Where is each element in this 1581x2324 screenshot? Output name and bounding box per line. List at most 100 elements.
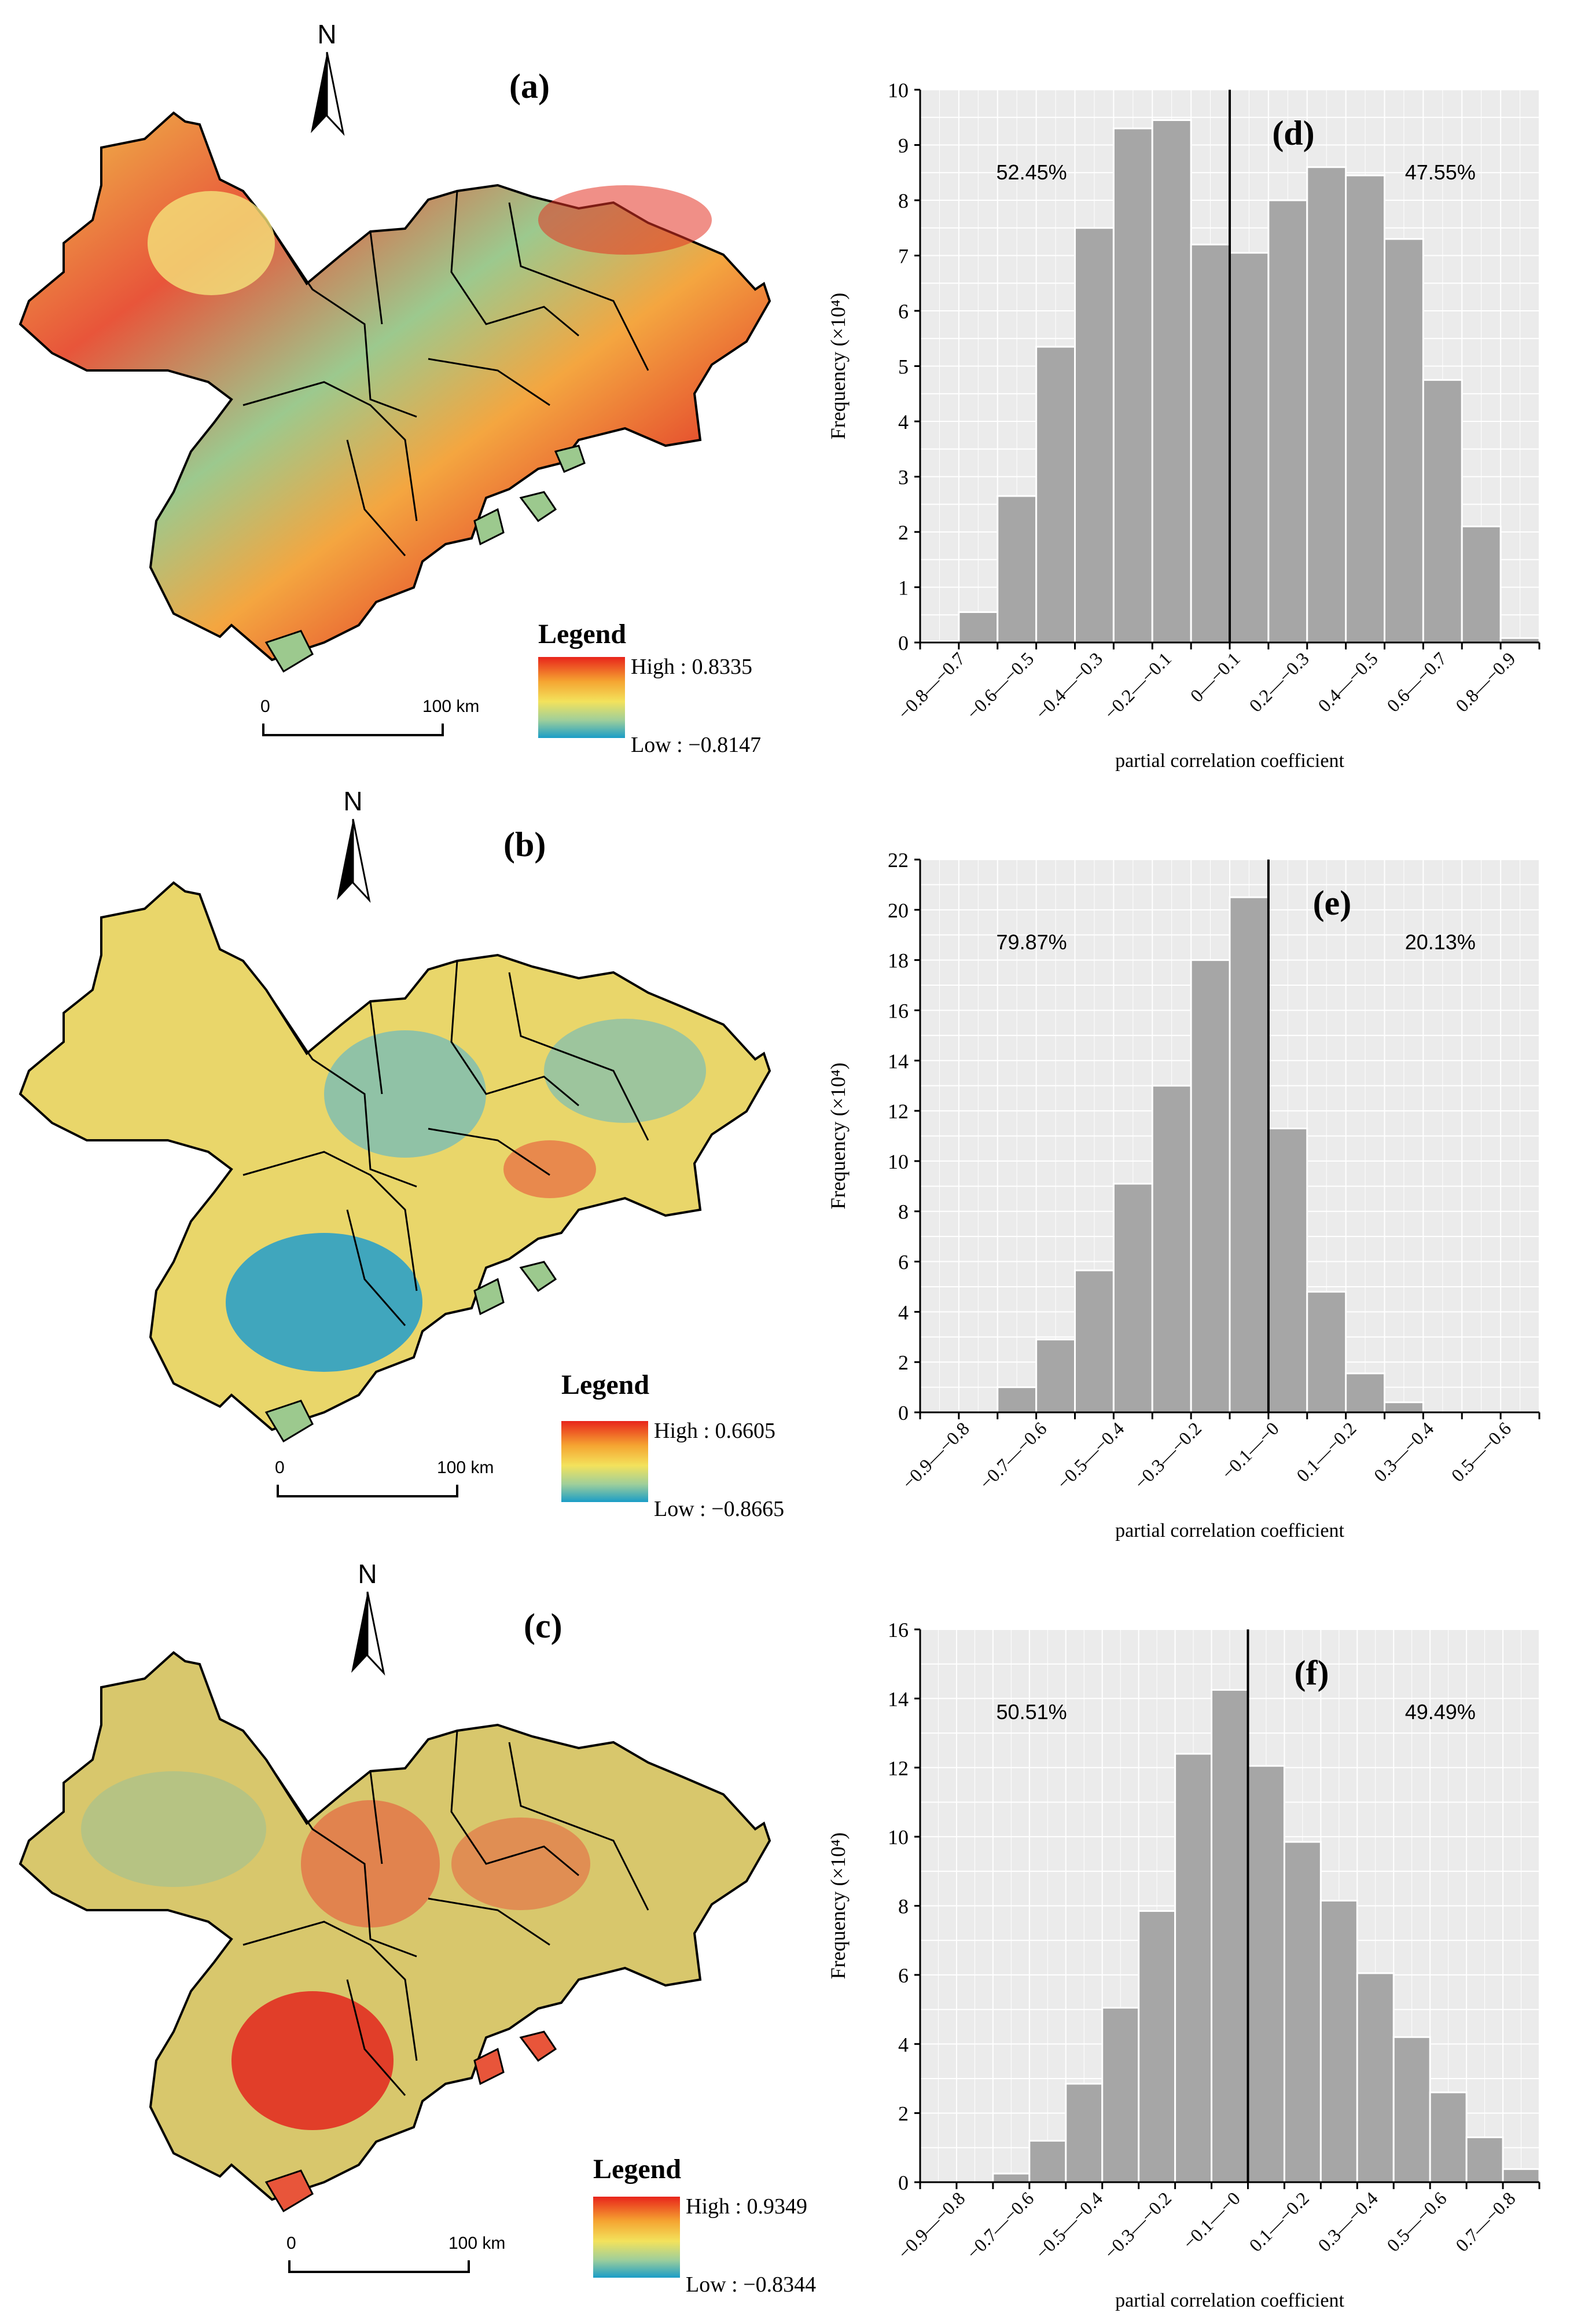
y-tick-label: 5	[898, 355, 909, 379]
map-c-hotspot	[451, 1818, 590, 1910]
histogram-bar	[958, 611, 999, 644]
scale-distance-label: 100 km	[448, 2234, 505, 2253]
map-b-coldspot	[324, 1030, 486, 1158]
histogram-bar	[1035, 346, 1076, 644]
y-tick-label: 6	[898, 1251, 909, 1274]
x-tick-label: 0.5—−0.6	[1383, 2187, 1450, 2255]
histogram-bar	[1345, 174, 1385, 644]
legend-title: Legend	[593, 2154, 682, 2185]
map-c-landmass	[19, 1651, 771, 2201]
right-percent-label: 20.13%	[1405, 930, 1476, 954]
histogram-bar	[1190, 959, 1231, 1414]
map-c-district-borders	[242, 1730, 649, 2096]
north-label: N	[358, 1559, 377, 1589]
y-tick-label: 2	[898, 521, 909, 544]
panel-label-b: (b)	[503, 825, 546, 864]
y-tick-label: 10	[888, 79, 909, 102]
x-tick-label: 0.4—−0.5	[1314, 648, 1381, 715]
north-arrow-icon: N	[304, 17, 350, 141]
x-tick-label: −0.1—−0	[1218, 1418, 1283, 1483]
x-tick-label: −0.7—−0.6	[962, 2187, 1038, 2263]
y-tick-label: 0	[898, 2171, 909, 2194]
x-tick-label: 0.3—−0.4	[1370, 1418, 1437, 1485]
histogram-bar	[1174, 1753, 1213, 2183]
y-tick-label: 22	[888, 849, 909, 872]
map-c-islands	[264, 2031, 557, 2213]
histogram-bar	[1356, 1972, 1395, 2183]
y-tick-label: 7	[898, 245, 909, 268]
map-a-hotspot	[538, 185, 712, 255]
map-c-hotspot	[231, 1991, 394, 2130]
histogram-bar	[992, 2172, 1031, 2183]
left-percent-label: 79.87%	[997, 930, 1067, 954]
histogram-bar	[1074, 227, 1115, 644]
x-tick-label: −0.3—−0.2	[1100, 2187, 1175, 2263]
y-tick-label: 0	[898, 632, 909, 655]
map-b-hotspot	[503, 1140, 596, 1198]
histogram-d: 0 1 2 3 4 5 6 7 8 9 10 −0.8—−0.7−0.6—−0.5−0.4—−0.3−…	[826, 79, 1540, 772]
map-a-hotspot	[148, 191, 275, 295]
legend-title: Legend	[538, 619, 627, 649]
map-panel-b: (b) N Legend High : 0.6605 Low : −0.8665…	[0, 770, 833, 1540]
histogram-bar	[1306, 166, 1347, 644]
histogram-bar	[1151, 1085, 1192, 1414]
scale-distance-label: 100 km	[422, 697, 479, 716]
x-tick-label: −0.4—−0.3	[1031, 648, 1106, 723]
y-tick-label: 6	[898, 300, 909, 323]
map-b-coldspot	[226, 1233, 422, 1372]
y-axis-title: Frequency (×10⁴)	[826, 1833, 850, 1980]
histogram-bar	[997, 1386, 1038, 1414]
map-b-district-borders	[242, 960, 649, 1326]
histogram-bar	[1035, 1338, 1076, 1414]
panel-label: (d)	[1272, 114, 1314, 152]
map-c-region	[19, 1651, 771, 2213]
histogram-f: 0 2 4 6 8 10 12 14 16 −0.9—−0.8−0.7—−0.6−0.5—−0.4…	[826, 1618, 1540, 2311]
scale-bar: 0 100 km	[286, 2234, 505, 2273]
x-tick-label: −0.7—−0.6	[975, 1418, 1050, 1493]
x-tick-label: 0.6—−0.7	[1383, 648, 1450, 715]
legend-high-label: High : 0.6605	[654, 1419, 776, 1443]
y-axis-title: Frequency (×10⁴)	[826, 293, 850, 440]
scale-bar: 0 100 km	[260, 697, 479, 736]
y-tick-label: 8	[898, 1200, 909, 1224]
scale-bar: 0 100 km	[275, 1458, 494, 1497]
y-tick-label: 10	[888, 1150, 909, 1173]
histogram-bar	[1138, 1910, 1176, 2183]
histogram-bar	[1283, 1841, 1322, 2183]
map-a-islands	[264, 445, 586, 673]
histogram-bar	[1112, 1183, 1153, 1414]
legend-high-label: High : 0.8335	[631, 655, 753, 679]
histogram-bar	[1319, 1900, 1358, 2183]
histogram-bar	[1065, 2083, 1104, 2183]
legend-color-ramp	[561, 1421, 648, 1502]
y-tick-label: 14	[888, 1687, 909, 1710]
histogram-bar	[1074, 1269, 1115, 1414]
y-tick-label: 4	[898, 2033, 909, 2056]
y-tick-label: 20	[888, 899, 909, 922]
legend-color-ramp	[538, 657, 625, 738]
histogram-bar	[997, 495, 1038, 644]
panel-label-c: (c)	[524, 1607, 562, 1645]
x-tick-label: 0.5—−0.6	[1447, 1418, 1515, 1485]
x-tick-label: −0.9—−0.8	[898, 1418, 973, 1493]
x-tick-label: −0.2—−0.1	[1100, 648, 1175, 723]
scale-zero-label: 0	[260, 697, 270, 716]
scale-zero-label: 0	[275, 1458, 285, 1477]
histogram-bar	[1461, 525, 1502, 644]
map-b-coldspot	[544, 1019, 706, 1123]
y-axis-title: Frequency (×10⁴)	[826, 1063, 850, 1210]
scale-distance-label: 100 km	[437, 1458, 494, 1477]
y-tick-label: 8	[898, 189, 909, 212]
histogram-bar	[1345, 1372, 1385, 1414]
map-c-hotspot	[301, 1800, 440, 1928]
y-tick-label: 2	[898, 2102, 909, 2125]
map-c-coldspot	[81, 1771, 266, 1887]
map-b-region	[19, 881, 771, 1443]
y-tick-label: 4	[898, 410, 909, 434]
x-tick-label: 0.1—−0.2	[1292, 1418, 1360, 1485]
panel-label: (f)	[1294, 1654, 1329, 1692]
x-tick-label: 0.7—−0.8	[1451, 2187, 1519, 2255]
map-a-region	[19, 111, 771, 673]
x-tick-label: −0.5—−0.4	[1053, 1418, 1128, 1493]
x-tick-label: −0.5—−0.4	[1031, 2187, 1106, 2263]
